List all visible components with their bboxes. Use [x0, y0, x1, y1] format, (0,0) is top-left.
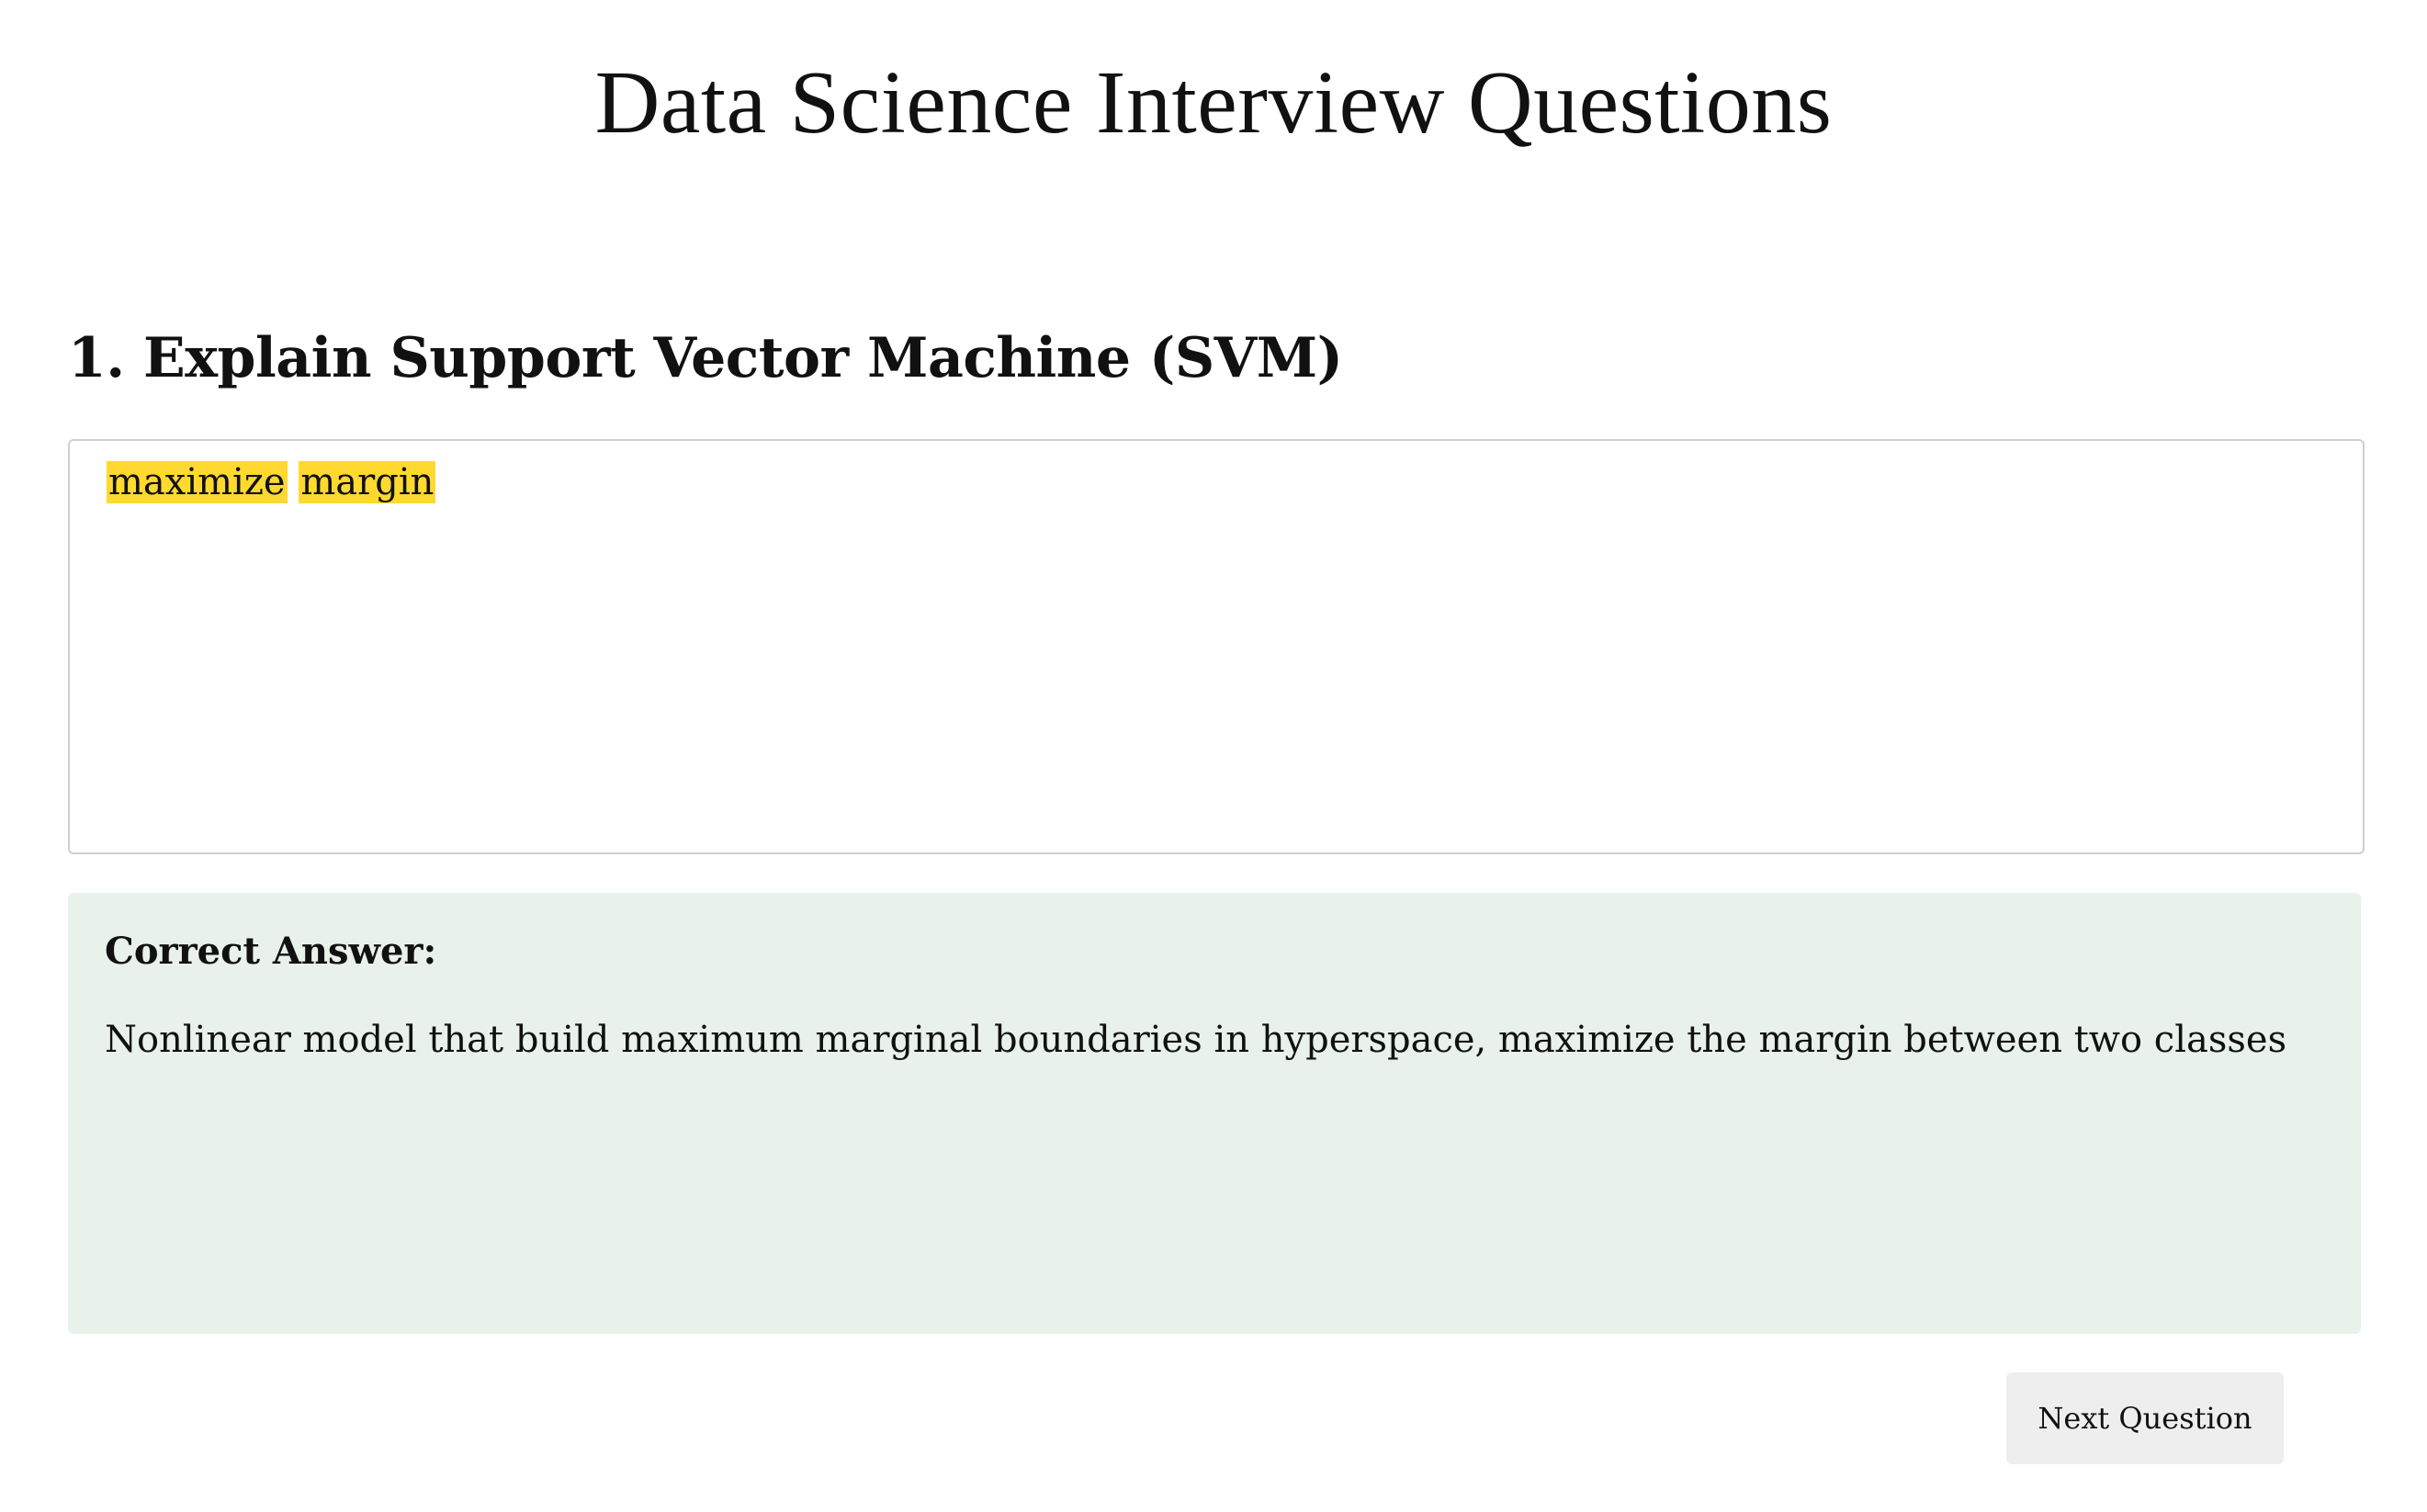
- question-title: 1. Explain Support Vector Machine (SVM): [68, 326, 1343, 390]
- answer-input[interactable]: maximize margin: [68, 439, 2365, 854]
- next-question-button[interactable]: Next Question: [2006, 1372, 2284, 1464]
- correct-answer-panel: Correct Answer: Nonlinear model that bui…: [68, 893, 2361, 1334]
- correct-answer-label: Correct Answer:: [105, 930, 437, 973]
- highlighted-word: maximize: [107, 461, 288, 503]
- correct-answer-text: Nonlinear model that build maximum margi…: [105, 1019, 2287, 1061]
- highlighted-word: margin: [299, 461, 436, 503]
- answer-text: maximize margin: [107, 459, 2326, 505]
- page-title: Data Science Interview Questions: [594, 53, 1833, 152]
